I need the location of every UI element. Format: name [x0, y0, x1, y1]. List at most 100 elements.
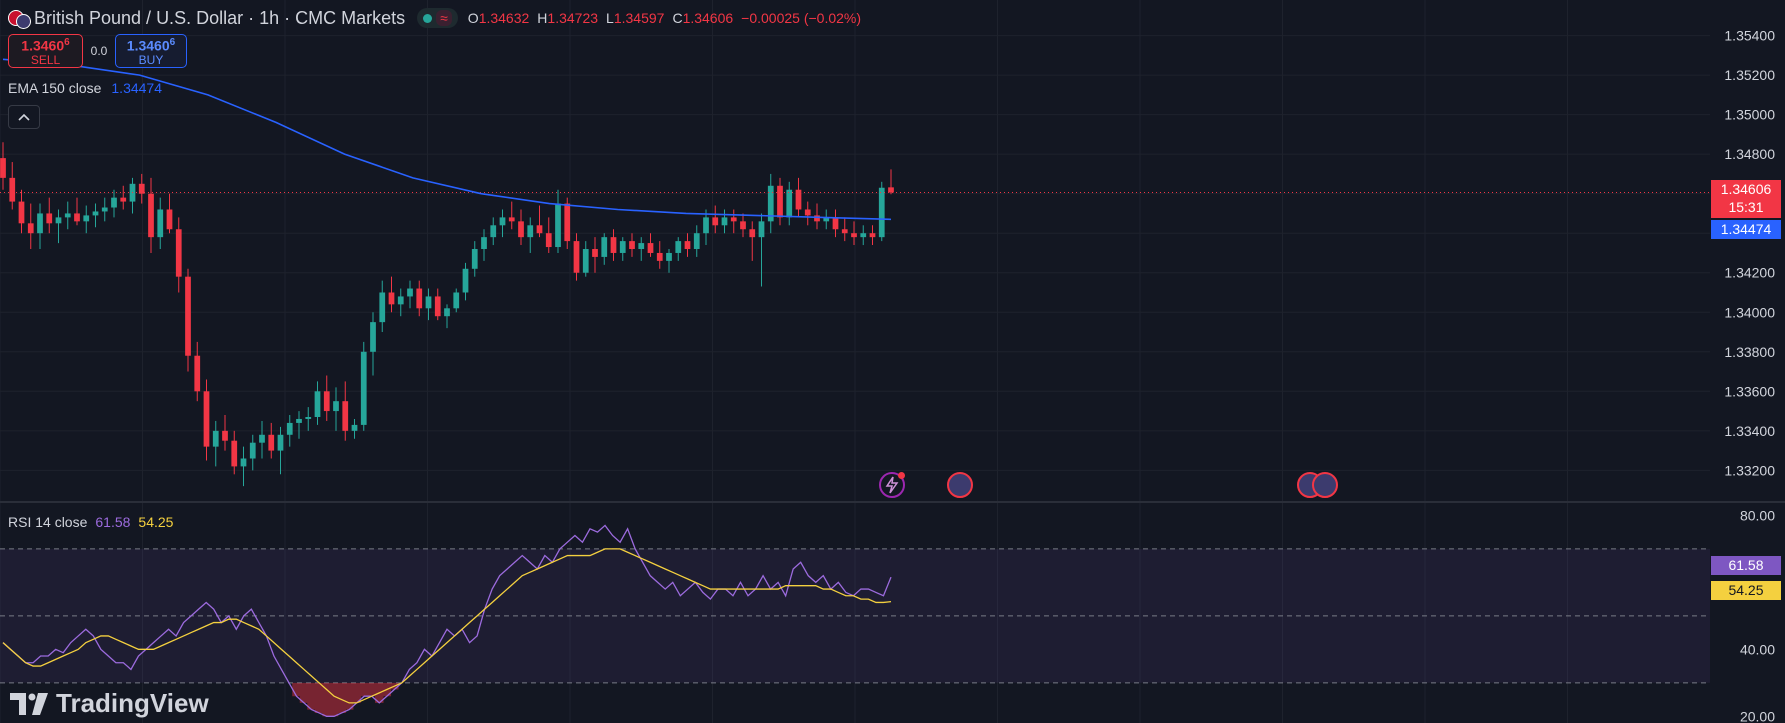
us-event-flag-icon-3[interactable]	[1312, 472, 1338, 498]
candle-body	[767, 185, 774, 222]
chart-header: British Pound / U.S. Dollar · 1h · CMC M…	[8, 6, 861, 30]
candle-body	[518, 221, 524, 238]
sell-label: SELL	[30, 53, 61, 68]
event-lightning-icon[interactable]	[879, 472, 905, 498]
candle-body	[120, 197, 127, 202]
rsi-ma-line	[2, 548, 892, 704]
rsi-value-tag: 61.58	[1711, 556, 1781, 575]
close-value: 1.34606	[682, 10, 734, 26]
candle-body	[175, 229, 182, 277]
candle-body	[647, 243, 654, 253]
candle-body	[231, 440, 238, 467]
candle-body	[185, 276, 191, 356]
candle-body	[323, 391, 330, 412]
price-tick-label: 1.33600	[1724, 383, 1775, 399]
candle-body	[703, 217, 709, 234]
spread-value: 0.0	[90, 44, 108, 58]
candle-body	[92, 211, 99, 216]
candle-body	[508, 217, 515, 222]
candle-body	[610, 237, 617, 253]
candle-body	[111, 197, 117, 208]
candle-body	[564, 203, 571, 242]
candle-body	[462, 268, 469, 293]
candle-body	[138, 183, 145, 194]
sell-price: 1.3460	[21, 37, 65, 54]
data-status-icon: ≈	[436, 10, 452, 26]
rsi-line	[2, 524, 892, 717]
price-tick-label: 1.33800	[1724, 344, 1775, 360]
candle-body	[397, 296, 404, 305]
buy-button[interactable]: 1.34606 BUY	[115, 34, 187, 68]
candle-body	[666, 252, 672, 261]
last-price-value: 1.34606	[1720, 181, 1772, 197]
candle-body	[823, 217, 830, 222]
candle-body	[758, 221, 765, 238]
candle-body	[342, 401, 349, 431]
price-tick-label: 1.34800	[1724, 146, 1775, 162]
candle-body	[55, 217, 62, 224]
candle-body	[249, 442, 256, 459]
ema-legend[interactable]: EMA 150 close 1.34474	[8, 80, 162, 96]
candle-body	[592, 249, 598, 257]
gbp-usd-flag-icon	[8, 8, 31, 29]
candle-body	[601, 237, 608, 257]
candle-body	[425, 296, 432, 309]
market-status-badge[interactable]: ≈	[417, 8, 458, 28]
candle-body	[619, 241, 626, 253]
candle-body	[499, 217, 506, 226]
candle-body	[684, 241, 691, 250]
rsi-tick-label: 80.00	[1740, 507, 1775, 523]
candle-body	[777, 185, 783, 218]
candle-body	[804, 209, 811, 216]
price-tick-label: 1.35400	[1724, 28, 1775, 44]
buy-label: BUY	[138, 53, 164, 68]
symbol-title[interactable]: British Pound / U.S. Dollar · 1h · CMC M…	[34, 7, 406, 28]
buy-price: 1.3460	[126, 37, 170, 54]
price-tick-label: 1.33200	[1724, 462, 1775, 478]
us-event-flag-icon[interactable]	[947, 472, 973, 498]
candle-body	[555, 203, 561, 248]
candle-body	[166, 209, 173, 230]
candle-body	[416, 288, 423, 309]
candle-body	[582, 249, 589, 273]
high-value: 1.34723	[547, 10, 599, 26]
candle-body	[83, 215, 90, 222]
rsi-tick-label: 40.00	[1740, 641, 1775, 657]
bar-countdown: 15:31	[1728, 199, 1764, 215]
price-tick-label: 1.34200	[1724, 265, 1775, 281]
sell-button[interactable]: 1.34606 SELL	[8, 34, 83, 68]
rsi-ma-value-tag: 54.25	[1711, 581, 1781, 600]
rsi-legend-value: 61.58	[95, 514, 131, 530]
candle-body	[407, 288, 413, 297]
high-label: H	[537, 10, 548, 26]
candle-body	[370, 322, 376, 352]
candle-body	[721, 217, 728, 226]
ema-legend-value: 1.34474	[111, 80, 162, 96]
candle-body	[638, 243, 645, 250]
candle-body	[471, 249, 478, 269]
ema-price-tag: 1.34474	[1711, 220, 1781, 239]
candle-body	[832, 217, 839, 230]
last-price-tag: 1.34606 15:31	[1711, 180, 1781, 218]
collapse-legend-button[interactable]	[8, 105, 40, 129]
candle-body	[841, 229, 848, 234]
candle-body	[444, 308, 450, 317]
candle-body	[305, 416, 312, 419]
rsi-legend[interactable]: RSI 14 close 61.58 54.25	[8, 514, 173, 530]
candle-body	[693, 233, 700, 250]
candle-body	[203, 391, 210, 447]
candle-body	[453, 292, 460, 309]
tradingview-logo-icon	[10, 692, 48, 715]
price-tick-label: 1.33400	[1724, 423, 1775, 439]
candle-body	[64, 213, 71, 218]
candle-body	[268, 434, 275, 451]
candle-body	[740, 221, 746, 230]
candle-body	[434, 296, 441, 317]
candle-body	[490, 225, 497, 238]
candle-body	[222, 430, 228, 441]
candle-body	[9, 177, 16, 202]
tradingview-logo[interactable]: TradingView	[10, 688, 209, 719]
close-label: C	[672, 10, 683, 26]
candle-body	[286, 422, 293, 435]
